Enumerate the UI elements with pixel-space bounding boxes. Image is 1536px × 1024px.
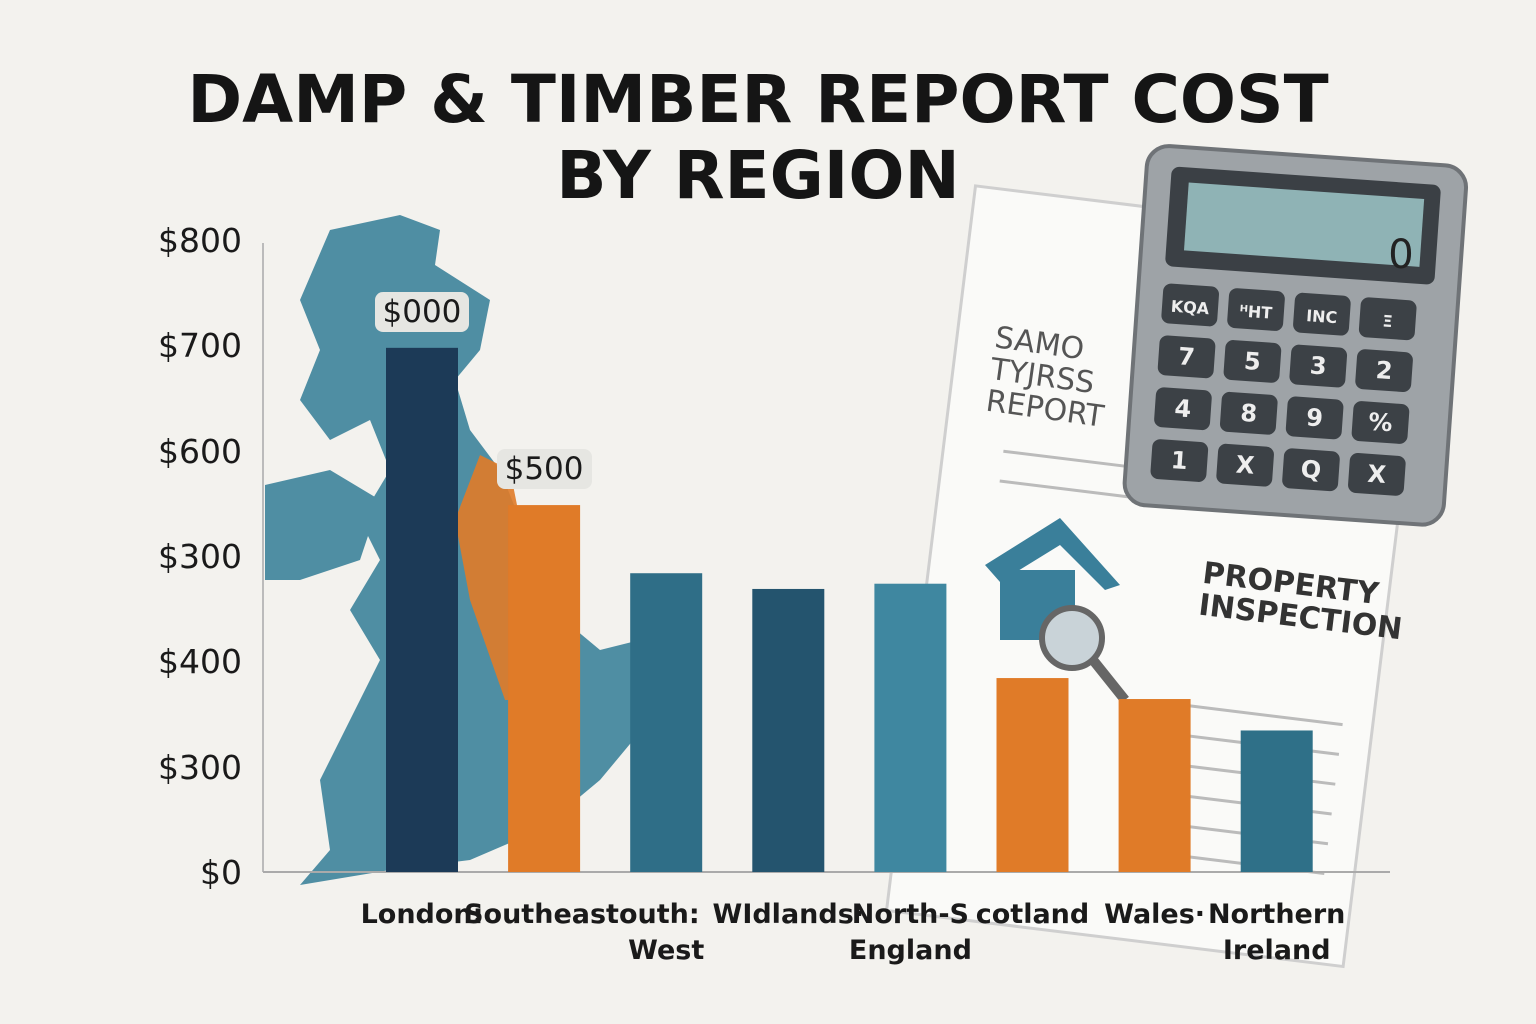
magnifier <box>1039 605 1105 671</box>
chart-title: DAMP & TIMBER REPORT COST BY REGION <box>187 61 1329 214</box>
calculator-keys: KQA ᴴHT INC Ξ 7 5 3 2 4 8 9 % 1 X Q X <box>1150 283 1417 496</box>
calculator-screen <box>1183 182 1425 267</box>
y-tick-label: $600 <box>158 431 242 471</box>
calculator-key-label: 4 <box>1174 394 1193 423</box>
x-tick-label: cotland <box>975 899 1090 930</box>
calculator-key-label: 5 <box>1243 347 1262 376</box>
bar <box>508 505 581 872</box>
calculator-key-label: KQA <box>1170 297 1210 319</box>
calculator-key-label: ᴴHT <box>1239 301 1273 322</box>
y-tick-label: $700 <box>158 326 242 366</box>
calculator-key-label: 3 <box>1309 351 1328 380</box>
x-tick-label: Wales· <box>1104 899 1206 930</box>
calculator-key <box>1285 396 1344 440</box>
calculator-key-label: X <box>1367 460 1388 489</box>
y-tick-label: $400 <box>158 642 242 682</box>
calculator-key <box>1355 349 1413 393</box>
house-icon <box>985 518 1129 704</box>
calculator-key <box>1157 335 1216 379</box>
bar <box>996 678 1069 872</box>
calculator-key-label: 9 <box>1305 403 1324 432</box>
x-tick-label: WIdlands· <box>712 899 865 930</box>
bars <box>386 347 1313 872</box>
calculator-key-label: % <box>1367 408 1393 438</box>
calculator-key <box>1348 453 1406 496</box>
x-tick-label: London: <box>360 899 484 930</box>
calculator-key-label: 1 <box>1170 446 1189 475</box>
document-title: SAMO TYJRSS REPORT <box>983 320 1106 435</box>
calculator-key-label: 2 <box>1375 356 1394 385</box>
calculator-key-label: 7 <box>1177 342 1196 371</box>
calculator-display: 0 <box>1388 232 1414 278</box>
bar <box>1240 730 1313 872</box>
calculator-key-label: 8 <box>1239 399 1258 428</box>
x-tick-label: Southeastouth: <box>464 899 700 930</box>
calculator-key-label: INC <box>1306 306 1338 327</box>
y-tick-label: $0 <box>200 853 242 892</box>
calculator-key <box>1150 439 1209 482</box>
house-roof <box>985 518 1120 590</box>
calculator-key <box>1223 340 1282 383</box>
bar-annotation: $500 <box>496 449 592 490</box>
calculator-key <box>1161 283 1219 327</box>
calculator-key <box>1293 292 1351 336</box>
bar <box>1118 699 1191 872</box>
calculator: KQA ᴴHT INC Ξ 7 5 3 2 4 8 9 % 1 X Q X <box>1122 144 1469 527</box>
calculator-key <box>1351 401 1410 444</box>
bar <box>752 588 825 872</box>
bar <box>630 573 703 872</box>
x-tick-label: West <box>628 935 705 966</box>
calculator-key <box>1154 387 1212 431</box>
calculator-key <box>1282 448 1340 492</box>
bar <box>874 583 947 872</box>
x-tick-label: Northern Ireland <box>1207 899 1346 966</box>
calculator-key-label: Ξ <box>1382 311 1393 331</box>
x-tick-label: North-S England <box>848 899 972 966</box>
calculator-key-label: Q <box>1300 455 1322 484</box>
calculator-key-label: X <box>1235 451 1256 480</box>
calculator-key <box>1227 288 1285 331</box>
y-tick-label: $300 <box>158 747 242 787</box>
calculator-key <box>1216 443 1274 487</box>
bar-annotation: $000 <box>374 291 470 332</box>
magnifier-handle <box>1089 656 1129 704</box>
calculator-key <box>1289 344 1348 388</box>
calculator-key <box>1358 297 1417 341</box>
y-tick-label: $300 <box>158 537 242 576</box>
y-tick-label: $800 <box>158 221 242 260</box>
calculator-key <box>1219 391 1278 435</box>
bar <box>386 347 458 872</box>
